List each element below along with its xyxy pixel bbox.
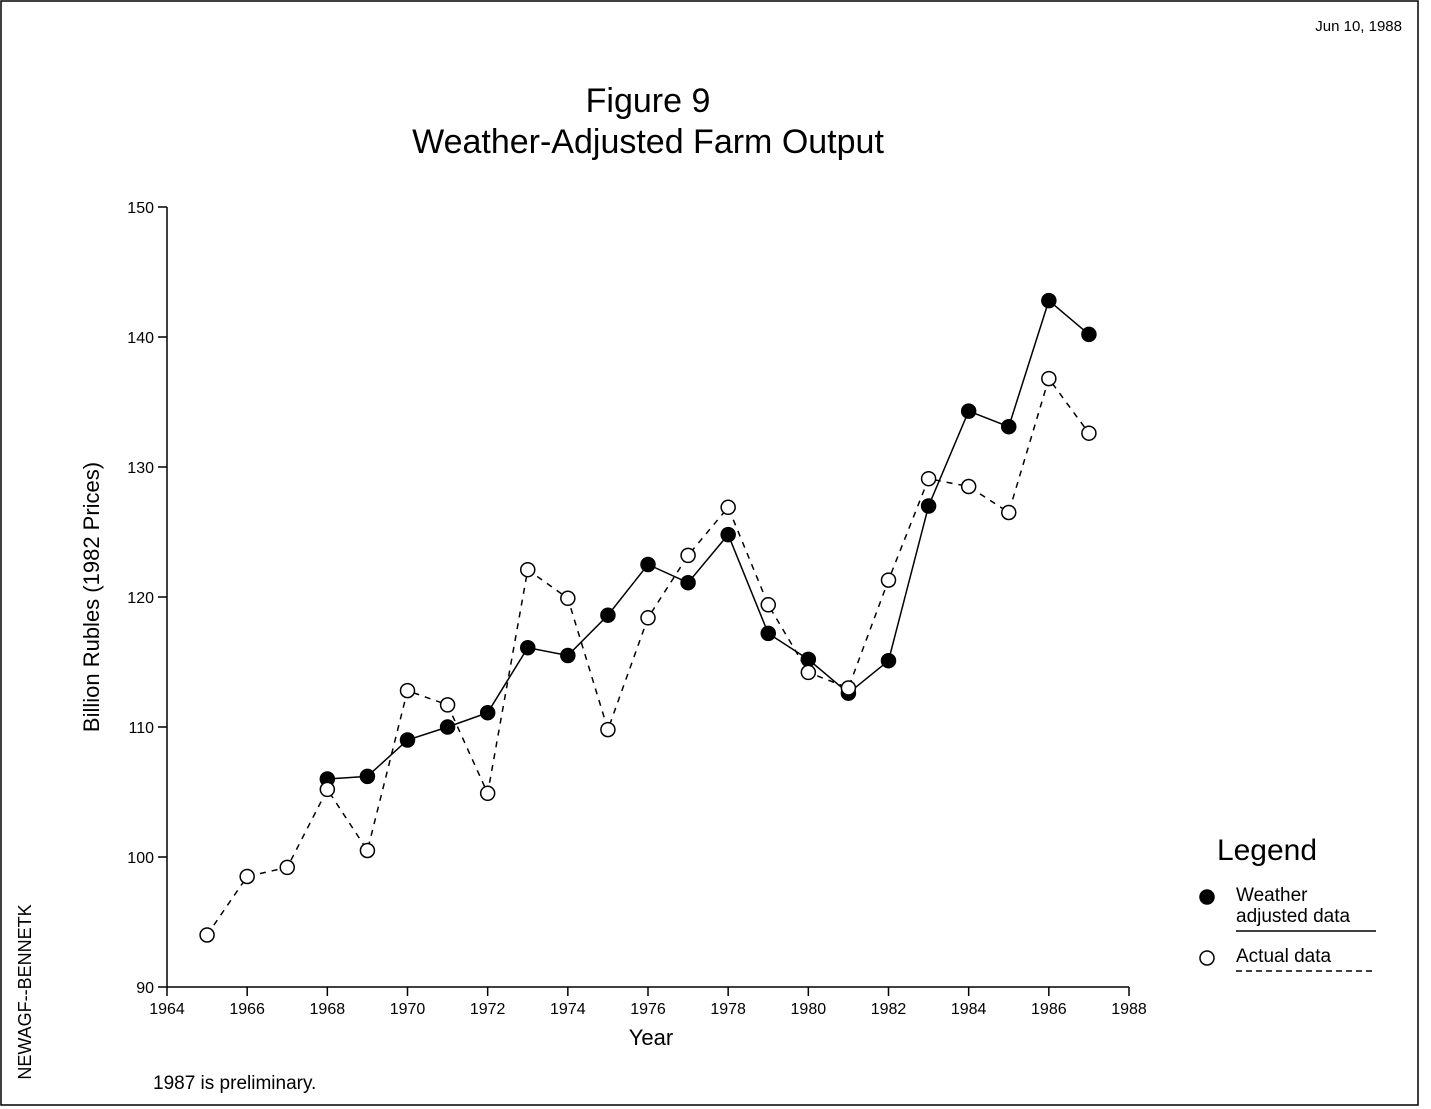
data-point bbox=[479, 785, 496, 802]
y-tick-label: 150 bbox=[127, 200, 154, 217]
data-point bbox=[760, 625, 776, 642]
data-point bbox=[880, 572, 897, 588]
x-tick-label: 1976 bbox=[630, 1001, 666, 1018]
data-point bbox=[359, 768, 376, 785]
x-tick-label: 1974 bbox=[550, 1001, 586, 1018]
data-point bbox=[920, 470, 937, 487]
data-point bbox=[1081, 425, 1097, 441]
data-point bbox=[399, 682, 416, 699]
data-point bbox=[399, 732, 416, 748]
data-point bbox=[319, 781, 336, 798]
y-tick-label: 90 bbox=[136, 980, 154, 997]
y-tick-label: 100 bbox=[127, 850, 154, 867]
data-point bbox=[1041, 292, 1057, 309]
legend-marker bbox=[1199, 889, 1215, 905]
x-tick-label: 1984 bbox=[951, 1001, 987, 1018]
chart-title: Figure 9 bbox=[586, 82, 711, 120]
data-point bbox=[680, 547, 696, 564]
data-point bbox=[600, 607, 616, 623]
data-point bbox=[880, 652, 897, 669]
data-point bbox=[560, 647, 576, 664]
data-point bbox=[720, 526, 736, 543]
data-point bbox=[479, 704, 496, 721]
data-point bbox=[439, 697, 456, 713]
data-point bbox=[1081, 326, 1097, 343]
data-point bbox=[199, 927, 215, 943]
x-tick-label: 1968 bbox=[310, 1001, 346, 1018]
side-label: NEWAGF--BENNETK bbox=[15, 904, 35, 1079]
data-point bbox=[560, 590, 576, 607]
date: Jun 10, 1988 bbox=[1315, 18, 1402, 35]
legend-label: Weather adjusted data bbox=[1236, 885, 1351, 927]
x-tick-label: 1966 bbox=[229, 1001, 265, 1018]
x-axis-label: Year bbox=[629, 1025, 673, 1050]
data-point bbox=[960, 478, 977, 495]
data-point bbox=[800, 664, 817, 681]
data-point bbox=[920, 498, 937, 514]
x-tick-label: 1964 bbox=[149, 1001, 185, 1018]
x-tick-label: 1972 bbox=[470, 1001, 506, 1018]
x-tick-label: 1988 bbox=[1111, 1001, 1147, 1018]
y-tick-label: 120 bbox=[127, 590, 154, 607]
data-point bbox=[760, 597, 776, 613]
data-point bbox=[720, 499, 736, 516]
data-point bbox=[1041, 370, 1057, 387]
data-point bbox=[520, 561, 536, 578]
legend-title: Legend bbox=[1217, 834, 1317, 867]
y-tick-label: 110 bbox=[128, 720, 154, 737]
x-tick-label: 1978 bbox=[710, 1001, 746, 1018]
x-tick-label: 1982 bbox=[871, 1001, 907, 1018]
data-point bbox=[840, 680, 857, 696]
data-point bbox=[239, 868, 255, 885]
data-point bbox=[520, 639, 536, 656]
legend-label: Actual data bbox=[1236, 946, 1332, 967]
data-point bbox=[359, 842, 376, 859]
data-point bbox=[1001, 418, 1017, 435]
x-tick-label: 1980 bbox=[791, 1001, 827, 1018]
data-point bbox=[960, 403, 977, 419]
data-point bbox=[640, 556, 656, 573]
x-tick-label: 1970 bbox=[390, 1001, 426, 1018]
series-line bbox=[206, 376, 1090, 936]
chart-subtitle: Weather-Adjusted Farm Output bbox=[412, 123, 884, 161]
data-point bbox=[680, 574, 696, 591]
data-point bbox=[640, 610, 656, 626]
x-tick-label: 1986 bbox=[1031, 1001, 1067, 1018]
y-tick-label: 130 bbox=[127, 460, 154, 477]
legend-marker bbox=[1199, 950, 1215, 966]
y-axis-label: Billion Rubles (1982 Prices) bbox=[79, 462, 104, 732]
note: 1987 is preliminary. bbox=[153, 1073, 316, 1094]
data-point bbox=[279, 859, 295, 876]
data-point bbox=[439, 719, 456, 735]
data-point bbox=[600, 721, 616, 738]
data-point bbox=[1001, 504, 1017, 521]
y-tick-label: 140 bbox=[127, 330, 154, 347]
